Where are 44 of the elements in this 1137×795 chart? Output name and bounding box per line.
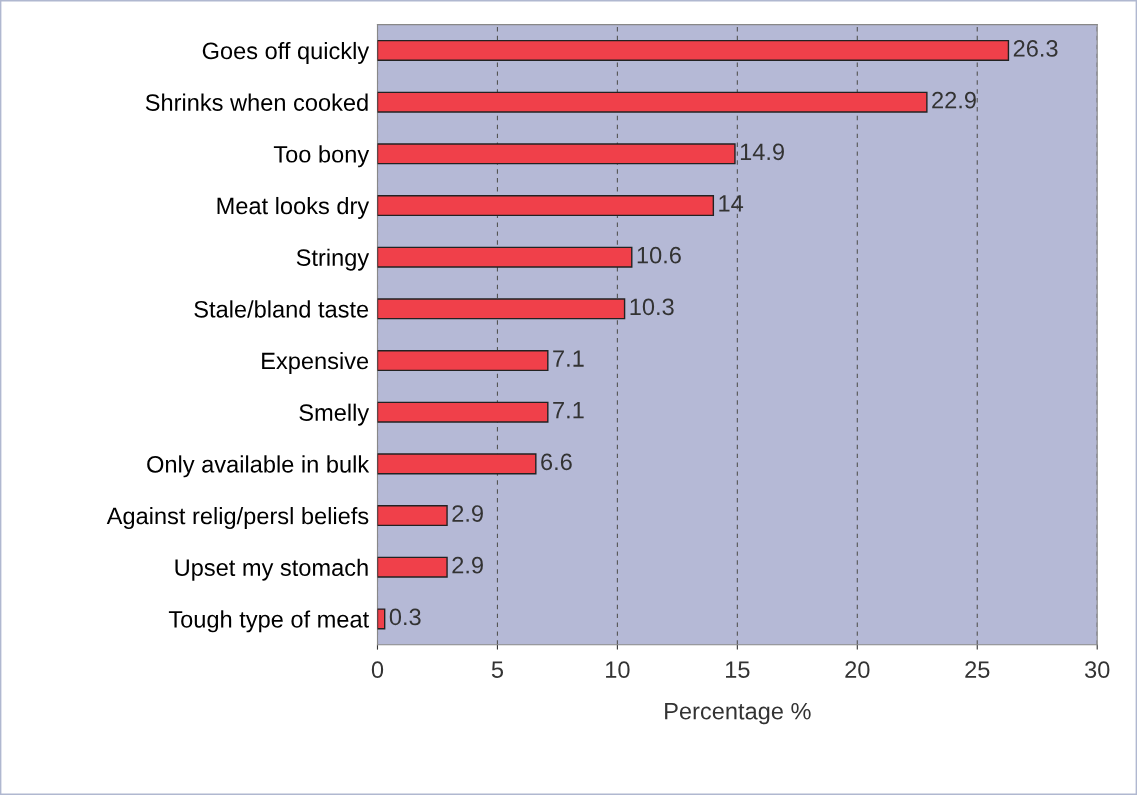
bar [377, 350, 549, 372]
data-label: 10.3 [630, 298, 674, 316]
x-tick-label: 10 [606, 661, 630, 679]
bar [377, 401, 549, 423]
data-label: 7.1 [553, 402, 584, 419]
data-label: 10.6 [637, 246, 681, 264]
bar [377, 298, 626, 320]
bar [377, 39, 1010, 61]
data-label: 14 [719, 195, 744, 212]
y-tick-label: Smelly [299, 403, 370, 426]
y-tick-label: Shrinks when cooked [145, 93, 368, 111]
y-tick-label: Too bony [273, 145, 370, 168]
x-tick-label: 30 [1084, 661, 1110, 679]
y-tick-label: Expensive [262, 351, 369, 374]
x-axis-title: Percentage % [665, 702, 811, 725]
y-tick-label: Upset my stomach [175, 558, 368, 581]
bar [377, 143, 736, 165]
y-tick-label: Tough type of meat [168, 610, 369, 633]
y-tick-label: Against relig/persl beliefs [106, 507, 369, 530]
y-tick-label: Meat looks dry [217, 196, 370, 219]
bar [377, 608, 386, 630]
bar [377, 194, 715, 217]
bar [377, 556, 448, 578]
x-tick-label: 25 [965, 661, 990, 679]
x-tick-label: 0 [371, 661, 384, 679]
data-label: 0.3 [389, 608, 421, 626]
bar [377, 505, 448, 527]
bar [377, 453, 537, 475]
bar [377, 91, 928, 113]
x-tick-label: 15 [726, 661, 750, 679]
x-tick-label: 5 [491, 661, 504, 679]
data-label: 22.9 [932, 91, 976, 109]
y-tick-label: Goes off quickly [202, 41, 370, 64]
data-label: 26.3 [1013, 40, 1058, 57]
data-label: 2.9 [452, 556, 483, 574]
y-tick-label: Stringy [296, 248, 370, 271]
data-label: 2.9 [452, 505, 483, 522]
data-label: 7.1 [553, 350, 584, 367]
data-label: 14.9 [740, 143, 784, 161]
y-tick-label: Only available in bulk [147, 455, 370, 478]
bar [377, 246, 633, 268]
data-label: 6.6 [541, 453, 572, 471]
y-tick-label: Stale/bland taste [194, 300, 369, 318]
x-tick-label: 20 [845, 661, 870, 679]
